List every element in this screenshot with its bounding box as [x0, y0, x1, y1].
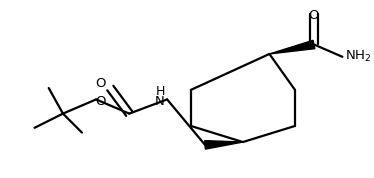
- Polygon shape: [269, 40, 315, 54]
- Polygon shape: [205, 141, 243, 149]
- Text: O: O: [309, 9, 319, 22]
- Text: N: N: [155, 95, 165, 108]
- Text: NH$_2$: NH$_2$: [345, 49, 372, 64]
- Text: O: O: [95, 77, 105, 90]
- Text: H: H: [156, 85, 165, 98]
- Text: O: O: [96, 95, 106, 108]
